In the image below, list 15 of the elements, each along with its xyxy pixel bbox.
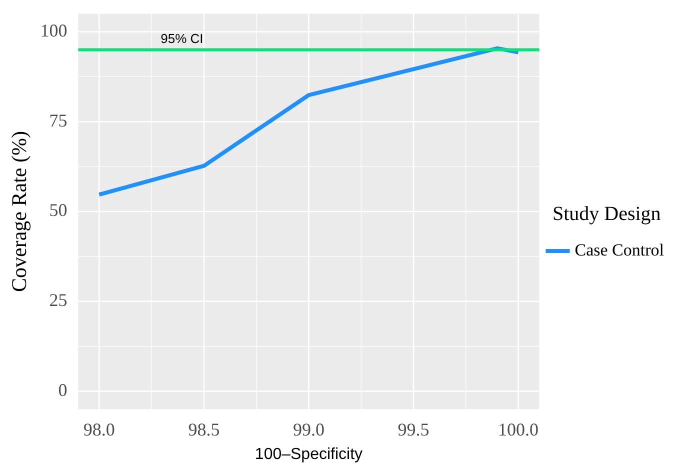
- y-tick-label: 0: [58, 380, 68, 400]
- x-tick-label: 100.0: [498, 420, 539, 440]
- x-tick-label: 99.0: [292, 420, 324, 440]
- y-tick-label: 100: [40, 20, 68, 41]
- legend-label: Case Control: [574, 240, 664, 260]
- y-tick-label: 75: [49, 110, 68, 130]
- legend-title: Study Design: [552, 202, 661, 225]
- x-tick-label: 98.5: [188, 420, 220, 440]
- x-tick-label: 99.5: [398, 420, 430, 440]
- y-tick-label: 50: [49, 200, 68, 220]
- y-tick-label: 25: [49, 290, 68, 310]
- y-axis-title: Coverage Rate (%): [7, 131, 32, 292]
- x-axis-title: 100–Specificity: [254, 446, 363, 463]
- ref-line-label: 95% CI: [160, 30, 204, 46]
- x-tick-label: 98.0: [83, 420, 115, 440]
